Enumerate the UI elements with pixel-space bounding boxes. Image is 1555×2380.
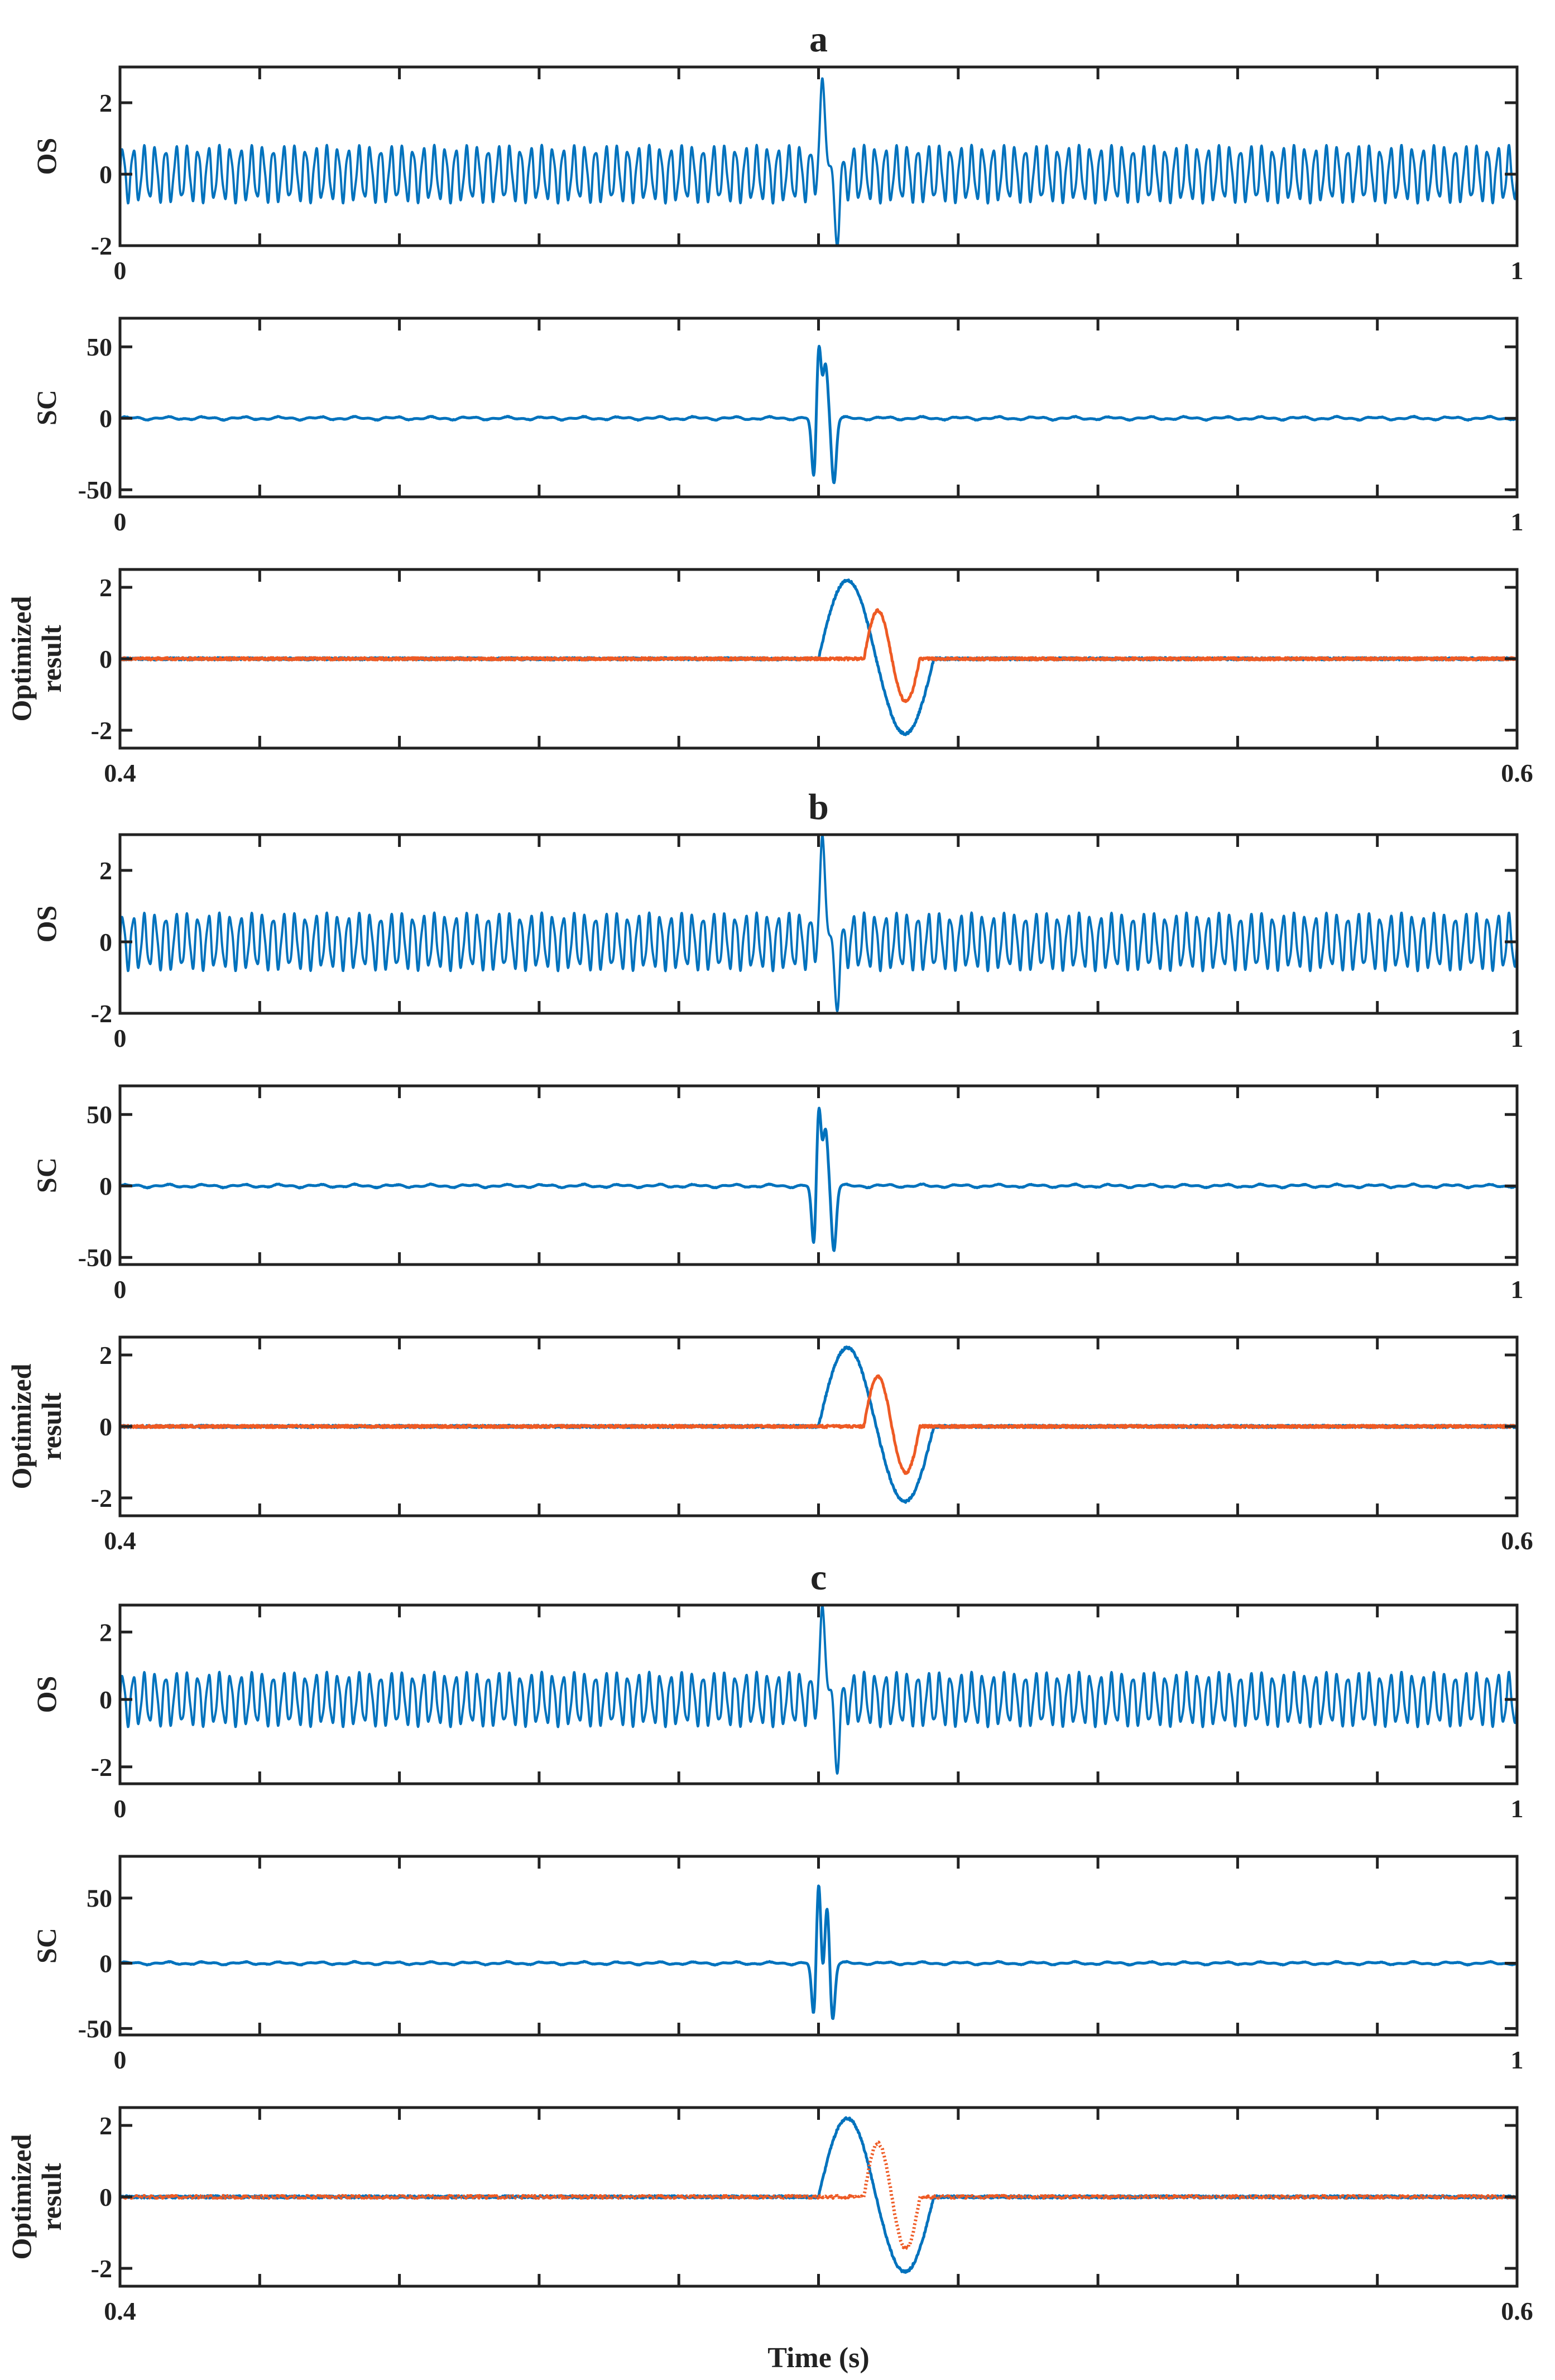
y-tick-label: 0 bbox=[99, 1950, 112, 1978]
y-tick-label: 0 bbox=[99, 1412, 112, 1441]
y-tick-label: 0 bbox=[99, 404, 112, 433]
x-tick-label: 1 bbox=[1511, 256, 1524, 285]
panel-title-b: b bbox=[808, 787, 829, 827]
y-tick-label: 2 bbox=[99, 856, 112, 885]
x-tick-label: 1 bbox=[1511, 1794, 1524, 1823]
y-axis-label: Optimized bbox=[6, 1363, 37, 1489]
series-c-optimized-2 bbox=[120, 2140, 1517, 2251]
series-c-os-1 bbox=[120, 1605, 1517, 1775]
y-axis-label: OS bbox=[31, 906, 62, 943]
x-tick-label: 0.4 bbox=[104, 759, 136, 787]
x-tick-label: 0 bbox=[114, 1275, 127, 1304]
x-tick-label: 0.4 bbox=[104, 1526, 136, 1555]
y-tick-label: 0 bbox=[99, 645, 112, 673]
y-axis-label: OS bbox=[31, 1676, 62, 1713]
x-tick-label: 0.6 bbox=[1501, 759, 1533, 787]
y-tick-label: 50 bbox=[87, 333, 112, 361]
series-b-optimized-2 bbox=[120, 1374, 1517, 1475]
axes-frame bbox=[118, 1855, 1519, 2037]
y-tick-label: 0 bbox=[99, 2183, 112, 2211]
panel-title-a: a bbox=[809, 19, 828, 60]
x-tick-label: 0.6 bbox=[1501, 1526, 1533, 1555]
y-tick-label: 2 bbox=[99, 89, 112, 117]
y-axis-label: OS bbox=[31, 138, 62, 175]
panel-title-c: c bbox=[810, 1557, 827, 1598]
y-tick-label: -50 bbox=[78, 1243, 112, 1272]
series-a-os-1 bbox=[120, 77, 1517, 246]
y-tick-label: -2 bbox=[91, 999, 112, 1028]
y-tick-label: -2 bbox=[91, 1484, 112, 1512]
x-tick-label: 0 bbox=[114, 1024, 127, 1052]
x-tick-label: 0 bbox=[114, 256, 127, 285]
x-tick-label: 0 bbox=[114, 507, 127, 536]
y-tick-label: -2 bbox=[91, 1753, 112, 1782]
series-c-sc-1 bbox=[120, 1884, 1517, 2020]
y-tick-label: 50 bbox=[87, 1884, 112, 1913]
y-tick-label: 2 bbox=[99, 573, 112, 602]
series-a-sc-1 bbox=[120, 344, 1517, 485]
x-tick-label: 0 bbox=[114, 2046, 127, 2074]
y-axis-label: Optimized bbox=[6, 2134, 37, 2259]
y-tick-label: 0 bbox=[99, 928, 112, 956]
x-tick-label: 1 bbox=[1511, 1275, 1524, 1304]
y-tick-label: 2 bbox=[99, 2111, 112, 2140]
y-tick-label: 0 bbox=[99, 160, 112, 189]
series-b-sc-1 bbox=[120, 1107, 1517, 1252]
y-axis-label: SC bbox=[31, 390, 62, 425]
y-axis-label: result bbox=[36, 625, 67, 693]
y-tick-label: 2 bbox=[99, 1618, 112, 1646]
y-tick-label: 2 bbox=[99, 1341, 112, 1369]
y-axis-label: result bbox=[36, 1392, 67, 1460]
series-b-os-1 bbox=[120, 835, 1517, 1013]
y-tick-label: 0 bbox=[99, 1685, 112, 1714]
y-axis-label: SC bbox=[31, 1928, 62, 1964]
y-tick-label: -50 bbox=[78, 476, 112, 504]
y-axis-label: result bbox=[36, 2163, 67, 2231]
y-axis-label: Optimized bbox=[6, 596, 37, 721]
x-tick-label: 1 bbox=[1511, 2046, 1524, 2074]
x-axis-label: Time (s) bbox=[767, 2342, 869, 2374]
x-tick-label: 0.4 bbox=[104, 2297, 136, 2325]
y-tick-label: -50 bbox=[78, 2014, 112, 2043]
x-tick-label: 0.6 bbox=[1501, 2297, 1533, 2325]
y-tick-label: 0 bbox=[99, 1172, 112, 1200]
x-tick-label: 1 bbox=[1511, 507, 1524, 536]
y-tick-label: -2 bbox=[91, 716, 112, 745]
series-a-optimized-2 bbox=[120, 608, 1517, 703]
y-axis-label: SC bbox=[31, 1157, 62, 1193]
x-tick-label: 1 bbox=[1511, 1024, 1524, 1052]
y-tick-label: -2 bbox=[91, 232, 112, 260]
y-tick-label: -2 bbox=[91, 2254, 112, 2283]
y-tick-label: 50 bbox=[87, 1100, 112, 1129]
x-tick-label: 0 bbox=[114, 1794, 127, 1823]
